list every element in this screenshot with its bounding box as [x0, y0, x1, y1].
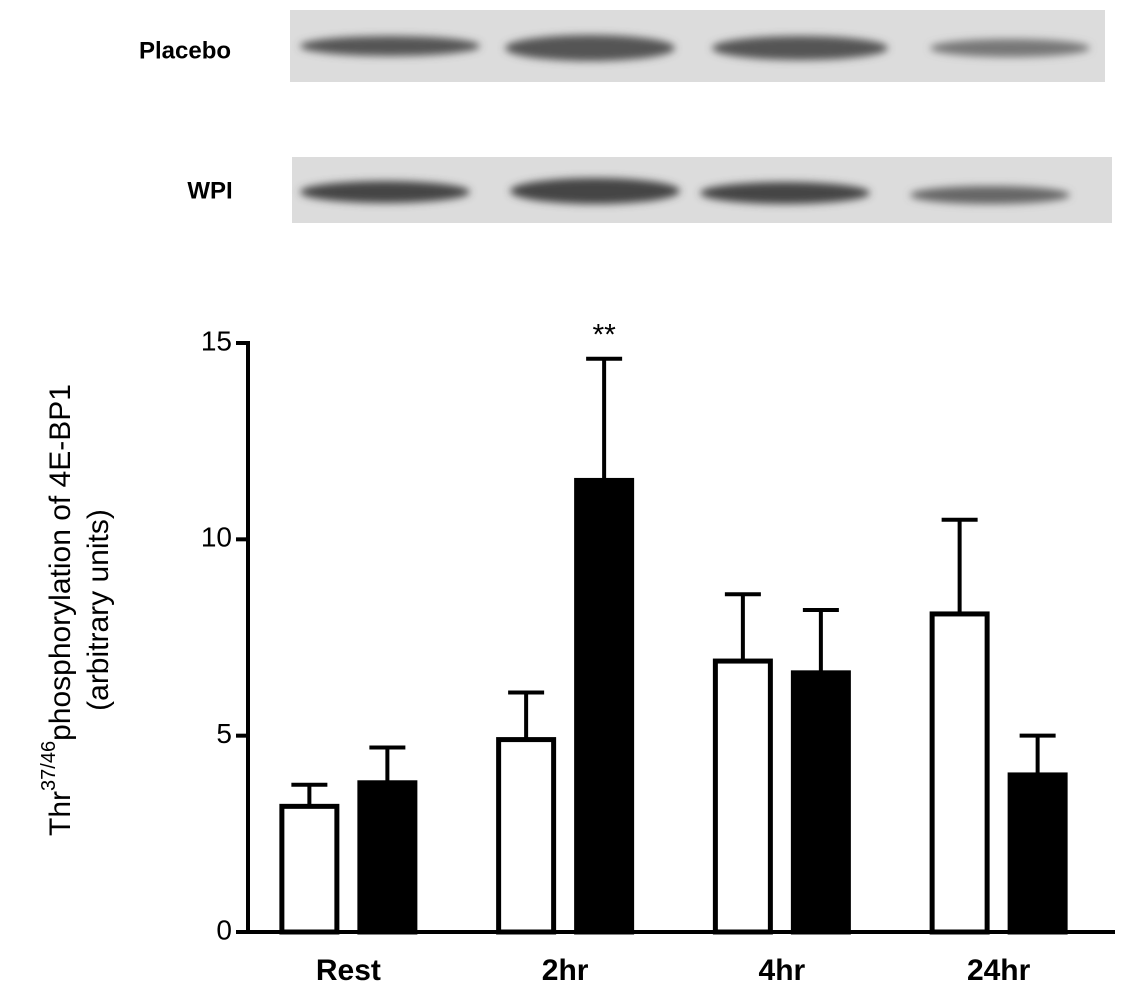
y-label-sup: 37/46 [38, 741, 60, 791]
x-tick-label: Rest [316, 954, 381, 987]
bar [929, 611, 990, 935]
y-tick-label: 10 [201, 522, 232, 553]
blot-label: WPI [187, 177, 232, 204]
bar [279, 803, 340, 935]
bar [574, 477, 635, 935]
bar [1007, 772, 1068, 935]
bar [790, 670, 851, 935]
blot-label: Placebo [139, 37, 231, 64]
y-label-line2: (arbitrary units) [82, 509, 115, 711]
x-tick-label: 4hr [759, 954, 806, 987]
y-tick-label: 5 [216, 718, 232, 749]
bar [357, 780, 418, 935]
x-tick-label: 2hr [542, 954, 589, 987]
annotation: ** [592, 319, 616, 352]
y-label-line1: Thr37/46phosphorylation of 4E-BP1 [38, 384, 77, 836]
blot-placebo [290, 10, 1105, 82]
y-label-rest: phosphorylation of 4E-BP1 [44, 384, 77, 741]
x-tick-label: 24hr [967, 954, 1031, 987]
y-label-base: Thr [44, 791, 77, 836]
y-axis-label: Thr37/46phosphorylation of 4E-BP1 (arbit… [38, 384, 115, 836]
y-tick-label: 0 [216, 914, 232, 945]
blot-wpi [292, 157, 1112, 223]
bar [496, 737, 557, 935]
bar [712, 658, 773, 935]
y-tick-label: 15 [201, 325, 232, 356]
